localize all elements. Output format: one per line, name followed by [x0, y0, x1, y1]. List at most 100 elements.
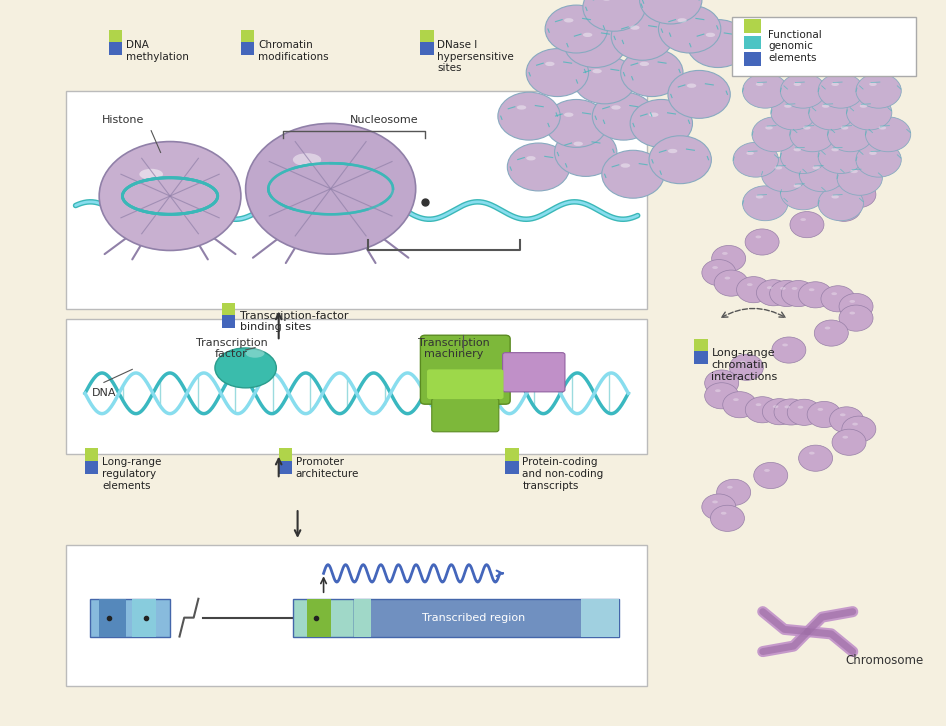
Text: Chromatin
modifications: Chromatin modifications	[258, 40, 328, 62]
Ellipse shape	[832, 147, 839, 152]
Text: Chromosome: Chromosome	[846, 654, 924, 667]
Ellipse shape	[592, 69, 602, 73]
Circle shape	[771, 95, 816, 130]
Circle shape	[815, 320, 849, 346]
Circle shape	[507, 143, 569, 191]
Bar	[279, 461, 292, 474]
Circle shape	[687, 20, 749, 68]
Circle shape	[668, 70, 730, 118]
Text: DNase I
hypersensitive
sites: DNase I hypersensitive sites	[437, 40, 515, 73]
Circle shape	[526, 49, 588, 97]
Circle shape	[723, 391, 757, 417]
Ellipse shape	[687, 83, 696, 88]
Bar	[694, 339, 708, 352]
Circle shape	[809, 95, 854, 130]
Ellipse shape	[879, 126, 886, 130]
Ellipse shape	[722, 252, 727, 255]
Ellipse shape	[756, 195, 763, 199]
Ellipse shape	[794, 147, 801, 152]
Ellipse shape	[852, 188, 858, 191]
Bar	[132, 599, 156, 637]
Ellipse shape	[621, 163, 630, 168]
Circle shape	[498, 92, 560, 140]
Circle shape	[780, 175, 826, 210]
Ellipse shape	[630, 25, 639, 30]
Circle shape	[757, 280, 791, 306]
Circle shape	[821, 286, 855, 312]
Ellipse shape	[764, 469, 770, 472]
FancyBboxPatch shape	[427, 370, 503, 399]
Ellipse shape	[746, 151, 754, 155]
Ellipse shape	[782, 343, 788, 346]
Ellipse shape	[564, 113, 573, 117]
Ellipse shape	[611, 105, 621, 110]
Circle shape	[839, 305, 873, 331]
Text: Transcription
machinery: Transcription machinery	[417, 338, 489, 359]
Ellipse shape	[712, 266, 718, 269]
Bar	[99, 599, 126, 637]
Ellipse shape	[721, 512, 727, 515]
Text: Protein-coding
and non-coding
transcripts: Protein-coding and non-coding transcript…	[522, 457, 604, 491]
Circle shape	[837, 160, 883, 195]
Circle shape	[847, 95, 892, 130]
Ellipse shape	[765, 126, 773, 130]
Ellipse shape	[844, 178, 850, 181]
Ellipse shape	[727, 486, 733, 489]
Circle shape	[743, 73, 788, 108]
Ellipse shape	[809, 288, 815, 291]
Ellipse shape	[756, 82, 763, 86]
Ellipse shape	[274, 214, 387, 236]
Circle shape	[705, 370, 739, 396]
Text: Transcription
factor: Transcription factor	[196, 338, 268, 359]
FancyBboxPatch shape	[420, 335, 510, 404]
Bar	[505, 461, 518, 474]
Circle shape	[592, 92, 655, 140]
Ellipse shape	[740, 361, 745, 364]
Circle shape	[246, 123, 415, 254]
Circle shape	[630, 99, 692, 147]
Bar	[85, 461, 98, 474]
Circle shape	[705, 383, 739, 409]
Ellipse shape	[677, 18, 687, 23]
Ellipse shape	[869, 151, 877, 155]
Circle shape	[798, 445, 832, 471]
Bar	[241, 42, 254, 55]
Circle shape	[573, 56, 636, 104]
Text: Functional
genomic
elements: Functional genomic elements	[768, 30, 822, 63]
Circle shape	[830, 407, 864, 433]
Circle shape	[839, 293, 873, 319]
Text: Histone: Histone	[101, 115, 144, 125]
Circle shape	[564, 20, 626, 68]
Ellipse shape	[649, 113, 658, 117]
Bar	[66, 91, 647, 309]
Ellipse shape	[725, 277, 730, 280]
Circle shape	[545, 5, 607, 53]
Ellipse shape	[843, 436, 849, 439]
Circle shape	[818, 186, 864, 221]
Circle shape	[714, 270, 748, 296]
Circle shape	[754, 462, 788, 489]
Circle shape	[602, 150, 664, 198]
Ellipse shape	[756, 235, 762, 238]
Ellipse shape	[706, 33, 715, 37]
Ellipse shape	[756, 403, 762, 406]
Ellipse shape	[545, 62, 554, 66]
Bar	[90, 599, 170, 637]
Circle shape	[798, 282, 832, 308]
Bar	[293, 599, 354, 637]
Circle shape	[729, 354, 763, 380]
Ellipse shape	[602, 0, 611, 1]
Circle shape	[772, 337, 806, 363]
Ellipse shape	[852, 423, 858, 425]
Circle shape	[583, 0, 645, 31]
Circle shape	[762, 157, 807, 192]
Ellipse shape	[573, 142, 583, 146]
Ellipse shape	[747, 283, 753, 286]
Circle shape	[842, 182, 876, 208]
Ellipse shape	[215, 348, 276, 388]
Ellipse shape	[715, 389, 721, 392]
Bar	[307, 599, 331, 637]
Ellipse shape	[840, 413, 846, 416]
Ellipse shape	[712, 500, 718, 503]
Ellipse shape	[841, 126, 849, 130]
